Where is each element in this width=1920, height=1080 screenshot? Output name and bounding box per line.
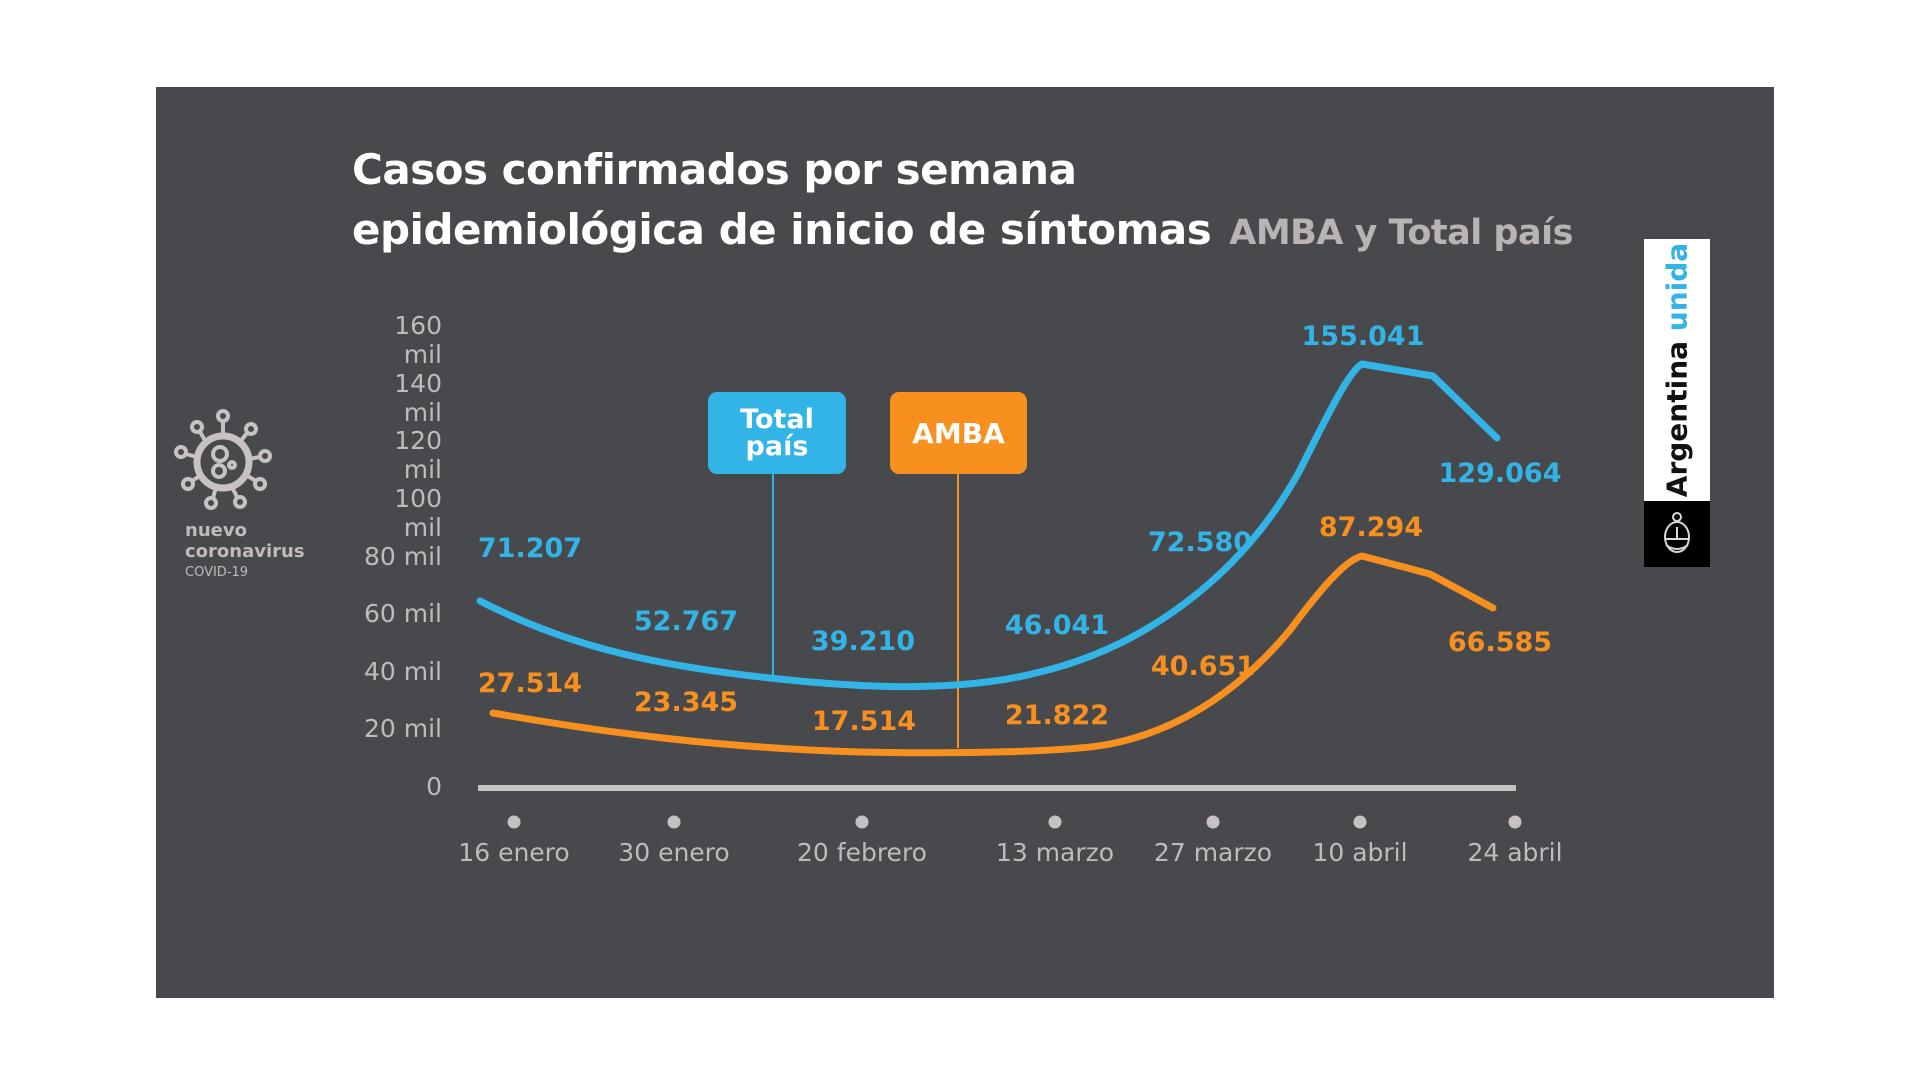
data-label-amba: 23.345 [633, 687, 739, 718]
legend-amba: AMBA [890, 392, 1027, 474]
y-tick-label: 60 mil [363, 599, 442, 629]
data-label-total-pais: 46.041 [1004, 610, 1110, 641]
data-label-amba: 40.651 [1150, 651, 1256, 682]
x-tick-label: 24 abril [1467, 838, 1563, 867]
x-tick-dot [507, 815, 521, 829]
y-tick-label: 160 mil [394, 311, 442, 369]
x-tick-label: 13 marzo [995, 838, 1115, 867]
x-tick-label: 27 marzo [1153, 838, 1273, 867]
title-line-1: Casos confirmados por semana [352, 145, 1077, 194]
data-label-amba: 66.585 [1447, 627, 1553, 658]
virus-icon [174, 409, 272, 510]
x-tick-label: 16 enero [458, 838, 570, 867]
y-tick-label: 0 [426, 772, 442, 801]
coat-of-arms-icon [1664, 512, 1690, 553]
x-tick-dot [667, 815, 681, 829]
x-tick-dot [1206, 815, 1220, 829]
argentina-unida-brand: Argentina unida [1644, 239, 1710, 567]
data-label-total-pais: 52.767 [633, 606, 739, 637]
x-tick-dot [1508, 815, 1522, 829]
data-label-total-pais: 71.207 [477, 533, 583, 564]
y-axis: 0 20 mil 40 mil 60 mil 80 mil 100 mil 120 mil 1… [350, 0, 442, 1080]
data-label-amba: 21.822 [1004, 700, 1110, 731]
x-tick-label: 20 febrero [797, 838, 927, 867]
legend-total-pais: Total país [708, 392, 846, 474]
x-tick-dot [1048, 815, 1062, 829]
chart-title: Casos confirmados por semana epidemiológ… [352, 140, 1573, 263]
data-label-total-pais: 155.041 [1301, 321, 1425, 352]
x-tick-dot [1353, 815, 1367, 829]
legend-amba-label: AMBA [912, 416, 1005, 450]
data-label-total-pais: 129.064 [1438, 458, 1562, 489]
legend-total-pais-line-2: país [745, 431, 809, 462]
title-line-2: epidemiológica de inicio de síntomas [352, 205, 1212, 254]
virus-caption-line-2: coronavirus [185, 541, 305, 562]
data-label-total-pais: 39.210 [810, 626, 916, 657]
brand-text-area: Argentina unida [1644, 239, 1710, 501]
y-tick-label: 100 mil [394, 483, 442, 542]
data-label-amba: 27.514 [477, 668, 583, 699]
y-tick-label: 120 mil [394, 426, 442, 485]
x-tick-label: 10 abril [1312, 838, 1408, 867]
legend-total-pais-line-1: Total [740, 404, 814, 435]
virus-caption-line-3: COVID-19 [185, 565, 249, 580]
x-tick-label: 30 enero [618, 838, 730, 867]
data-label-amba: 17.514 [811, 706, 917, 737]
data-label-total-pais: 72.580 [1147, 527, 1253, 558]
brand-emblem-area [1644, 501, 1710, 567]
chart-subtitle: AMBA y Total país [1229, 213, 1573, 253]
series-line-total-pais [476, 360, 1501, 691]
y-tick-label: 80 mil [363, 541, 442, 571]
virus-caption-line-1: nuevo [185, 520, 247, 541]
series-line-amba [489, 552, 1497, 757]
x-tick-dot [855, 815, 869, 829]
data-label-amba: 87.294 [1318, 512, 1424, 543]
y-tick-label: 140 mil [394, 368, 442, 427]
y-tick-label: 20 mil [363, 714, 442, 744]
chart-panel [156, 87, 1774, 998]
y-tick-label: 40 mil [363, 656, 442, 686]
virus-caption: nuevo coronavirus COVID-19 [185, 520, 305, 583]
